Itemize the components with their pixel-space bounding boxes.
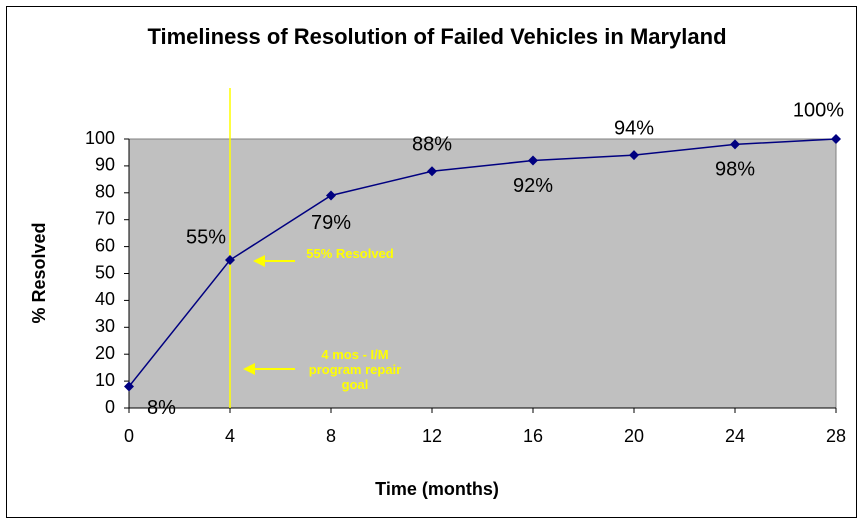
y-tick-label: 20	[95, 343, 115, 363]
data-label: 98%	[715, 159, 755, 181]
data-label: 94%	[614, 117, 654, 139]
y-tick-label: 0	[105, 397, 115, 417]
y-axis-label: % Resolved	[29, 222, 49, 323]
marker	[831, 134, 841, 144]
data-label: 79%	[311, 212, 351, 234]
x-tick-label: 4	[225, 426, 235, 446]
y-tick-label: 70	[95, 208, 115, 228]
marker	[427, 166, 437, 177]
y-tick-label: 60	[95, 235, 115, 255]
plot-area	[128, 138, 837, 409]
x-tick-label: 8	[326, 426, 336, 446]
marker	[326, 190, 336, 201]
line	[128, 138, 837, 387]
y-tick-label: 100	[85, 128, 115, 148]
x-tick-label: 24	[725, 426, 745, 446]
data-label: 92%	[513, 175, 553, 197]
y-tick-label: 80	[95, 182, 115, 202]
chart-title: Timeliness of Resolution of Failed Vehic…	[147, 24, 727, 49]
y-tick-label: 40	[95, 289, 115, 309]
x-tick-label: 12	[422, 426, 442, 446]
x-axis-label: Time (months)	[375, 479, 499, 499]
data-label: 55%	[186, 226, 226, 248]
marker	[730, 139, 740, 150]
marker	[124, 381, 134, 392]
data-label: 8%	[147, 397, 176, 419]
annotation: 55% Resolved	[306, 246, 394, 261]
x-tick-label: 20	[624, 426, 644, 446]
arrow-head	[243, 363, 255, 375]
y-tick-label: 50	[95, 262, 115, 282]
y-tick-label: 90	[95, 155, 115, 175]
marker	[528, 155, 538, 166]
y-tick-label: 30	[95, 316, 115, 336]
arrow-head	[253, 255, 265, 267]
data-label: 100%	[793, 99, 844, 121]
x-tick-label: 28	[826, 426, 846, 446]
data-label: 88%	[412, 134, 452, 156]
marker	[629, 150, 639, 161]
y-tick-label: 10	[95, 370, 115, 390]
marker	[225, 255, 235, 266]
x-tick-label: 16	[523, 426, 543, 446]
x-tick-label: 0	[124, 426, 134, 446]
annotation: 4 mos - I/M program repair goal	[308, 347, 402, 392]
